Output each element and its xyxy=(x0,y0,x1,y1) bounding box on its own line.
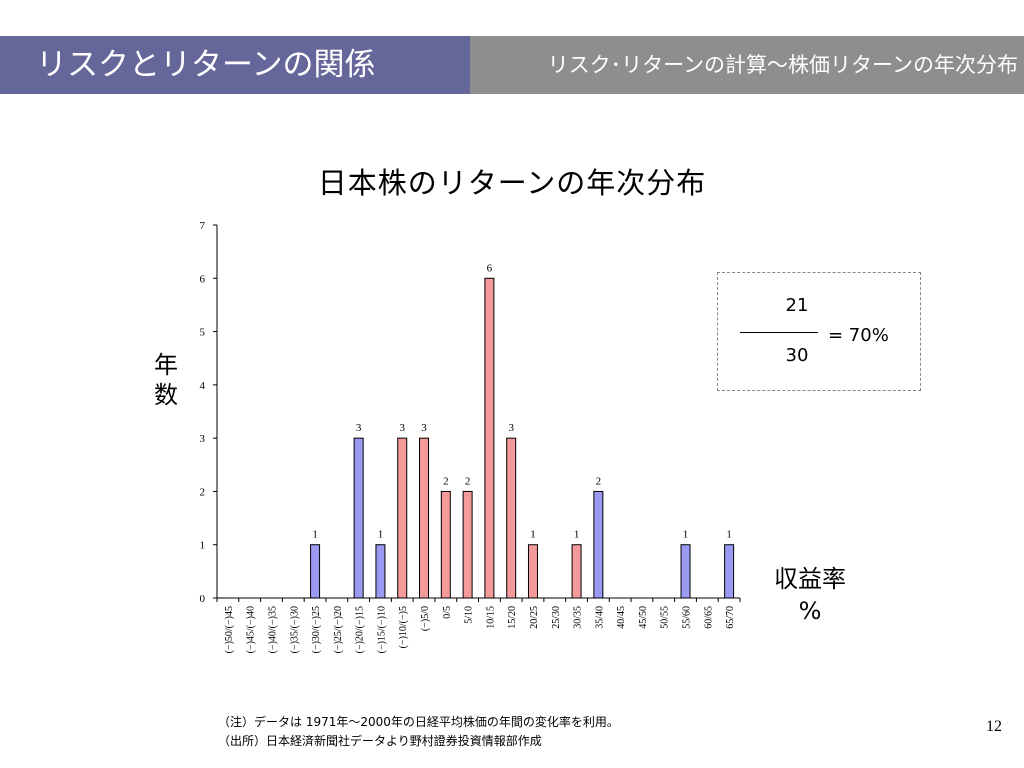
x-tick-label: 65/70 xyxy=(725,606,736,629)
bar-value-label: 6 xyxy=(487,262,493,274)
page-number: 12 xyxy=(986,718,1002,735)
y-tick-label: 3 xyxy=(200,433,206,445)
y-axis-label: 年数 xyxy=(154,351,178,409)
bar-value-label: 1 xyxy=(312,529,318,541)
x-tick-label: 35/40 xyxy=(594,606,605,629)
fraction-line xyxy=(740,332,818,333)
formula-box: 21 30 = 70% xyxy=(717,272,921,391)
x-tick-label: 20/25 xyxy=(529,606,540,629)
formula-denominator: 30 xyxy=(785,345,809,366)
formula-numerator: 21 xyxy=(785,295,809,316)
bar-value-label: 2 xyxy=(596,475,602,487)
bar-value-label: 1 xyxy=(378,529,384,541)
y-tick-label: 0 xyxy=(200,593,206,605)
bar xyxy=(462,490,473,599)
x-tick-label: (−)20/(−)15 xyxy=(355,606,366,653)
x-tick-label: (−)25/(−)20 xyxy=(333,606,344,653)
bar-value-label: 2 xyxy=(443,475,449,487)
bar xyxy=(353,437,364,599)
x-tick-label: (−)45/(−)40 xyxy=(246,606,257,653)
bar xyxy=(397,437,408,599)
bar-value-label: 3 xyxy=(421,422,427,434)
bar-value-label: 3 xyxy=(356,422,362,434)
x-tick-label: 50/55 xyxy=(660,606,671,629)
bar-value-label: 1 xyxy=(683,529,689,541)
x-tick-label: (−)50/(−)45 xyxy=(224,606,235,653)
x-tick-label: 45/50 xyxy=(638,606,649,629)
x-tick-label: 30/35 xyxy=(573,606,584,629)
y-tick-label: 7 xyxy=(200,220,206,232)
y-tick-label: 1 xyxy=(200,540,206,552)
x-tick-label: (−)5/0 xyxy=(420,606,431,631)
bar-value-label: 1 xyxy=(530,529,536,541)
bar xyxy=(724,544,735,599)
bar xyxy=(571,544,582,599)
x-tick-label: 55/60 xyxy=(682,606,693,629)
x-axis-label: 収益率 % xyxy=(752,563,868,627)
x-axis-label-line2: % xyxy=(798,597,822,625)
bar xyxy=(375,544,386,599)
bar xyxy=(680,544,691,599)
x-tick-label: 60/65 xyxy=(703,606,714,629)
bar xyxy=(593,490,604,599)
bar xyxy=(310,544,321,599)
bar-value-label: 1 xyxy=(726,529,732,541)
bar-value-label: 3 xyxy=(508,422,514,434)
formula-result: = 70% xyxy=(828,325,889,346)
y-tick-label: 2 xyxy=(200,486,206,498)
x-tick-label: 0/5 xyxy=(442,606,453,619)
bar xyxy=(419,437,430,599)
x-tick-label: 40/45 xyxy=(616,606,627,629)
x-tick-label: 15/20 xyxy=(507,606,518,629)
x-tick-label: (−)30/(−)25 xyxy=(311,606,322,653)
x-tick-label: 25/30 xyxy=(551,606,562,629)
y-tick-label: 5 xyxy=(200,327,206,339)
bar-value-label: 2 xyxy=(465,475,471,487)
x-axis-label-line1: 収益率 xyxy=(774,565,846,593)
bar xyxy=(440,490,451,599)
x-tick-label: 10/15 xyxy=(485,606,496,629)
x-tick-label: (−)15/(−)10 xyxy=(376,606,387,653)
chart-title: 日本株のリターンの年次分布 xyxy=(317,166,707,200)
bar-value-label: 1 xyxy=(574,529,580,541)
slide-subtitle: リスク･リターンの計算～株価リターンの年次分布 xyxy=(470,36,1024,94)
bar xyxy=(527,544,538,599)
x-tick-label: (−)10/(−)5 xyxy=(398,606,409,648)
y-tick-label: 6 xyxy=(200,273,206,285)
x-tick-label: (−)35/(−)30 xyxy=(289,606,300,653)
y-tick-label: 4 xyxy=(200,380,206,392)
x-tick-label: 5/10 xyxy=(464,606,475,624)
note-line: （注）データは 1971年～2000年の日経平均株価の年間の変化率を利用。 xyxy=(218,715,619,729)
slide-title: リスクとリターンの関係 xyxy=(0,36,470,94)
bar xyxy=(506,437,517,599)
bar-value-label: 3 xyxy=(399,422,405,434)
bar xyxy=(484,277,495,599)
x-tick-label: (−)40/(−)35 xyxy=(267,606,278,653)
source-line: （出所）日本経済新聞社データより野村證券投資情報部作成 xyxy=(218,734,542,748)
